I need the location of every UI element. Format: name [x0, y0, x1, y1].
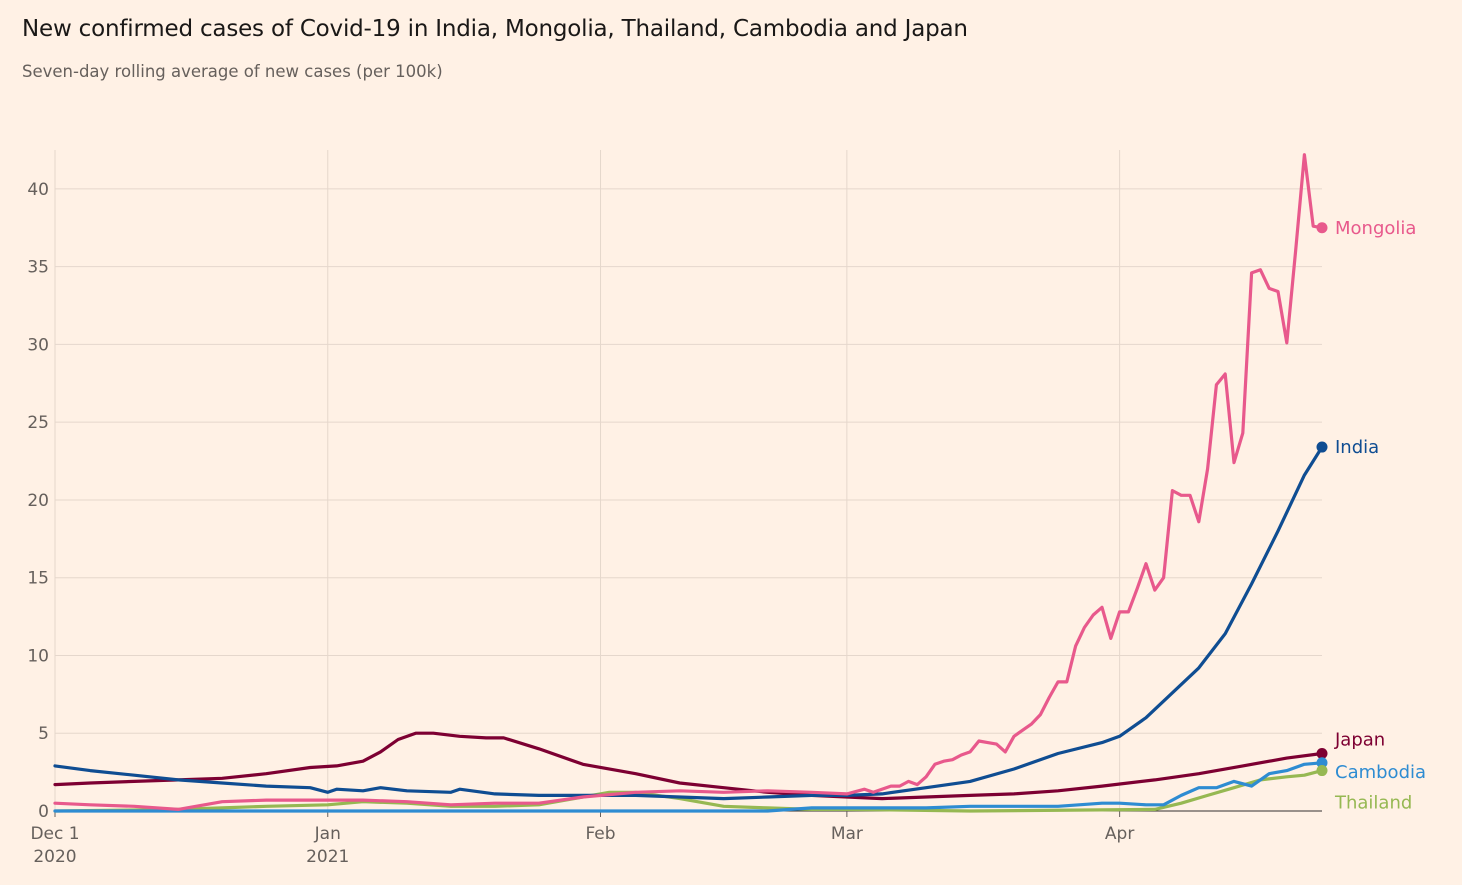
- end-dot-cambodia: [1316, 757, 1328, 769]
- x-tick-label: Mar: [831, 824, 863, 844]
- series-line-japan: [53, 731, 1324, 801]
- x-tick-label: Jan: [314, 824, 341, 844]
- end-dot-mongolia: [1316, 222, 1328, 234]
- series-lines: [53, 153, 1324, 813]
- chart-title: New confirmed cases of Covid-19 in India…: [22, 16, 968, 42]
- series-label-japan: Japan: [1334, 729, 1385, 750]
- y-tick-label: 0: [38, 802, 49, 822]
- y-tick-label: 5: [38, 724, 49, 744]
- y-tick-label: 25: [27, 413, 49, 433]
- series-label-mongolia: Mongolia: [1335, 218, 1416, 239]
- y-tick-label: 30: [27, 335, 49, 355]
- axis-labels: 0 5 10 15 20 25 30 35 40 Dec 1 2020 Jan 2021 Feb Mar Ap…: [27, 180, 1134, 867]
- y-tick-label: 35: [27, 258, 49, 278]
- series-line-mongolia: [53, 153, 1324, 811]
- end-dot-japan: [1316, 747, 1328, 759]
- y-tick-label: 20: [27, 491, 49, 511]
- series-label-thailand: Thailand: [1334, 793, 1412, 814]
- series-label-cambodia: Cambodia: [1335, 762, 1426, 783]
- x-tick-label: Dec 1: [30, 824, 79, 844]
- series-labels: Mongolia India Japan Cambodia Thailand: [1316, 218, 1426, 814]
- series-line-india: [53, 445, 1324, 801]
- series-label-india: India: [1335, 437, 1379, 458]
- x-tick-sublabel: 2020: [33, 847, 76, 867]
- y-tick-label: 10: [27, 646, 49, 666]
- series-line-cambodia: [53, 761, 1324, 813]
- x-tick-label: Apr: [1105, 824, 1134, 844]
- end-dot-thailand: [1316, 765, 1328, 777]
- end-dot-india: [1316, 441, 1328, 453]
- x-tick-sublabel: 2021: [306, 847, 349, 867]
- grid-lines: [54, 150, 1322, 817]
- y-tick-label: 15: [27, 569, 49, 589]
- y-tick-label: 40: [27, 180, 49, 200]
- x-tick-label: Feb: [585, 824, 615, 844]
- chart-subtitle: Seven-day rolling average of new cases (…: [22, 62, 443, 81]
